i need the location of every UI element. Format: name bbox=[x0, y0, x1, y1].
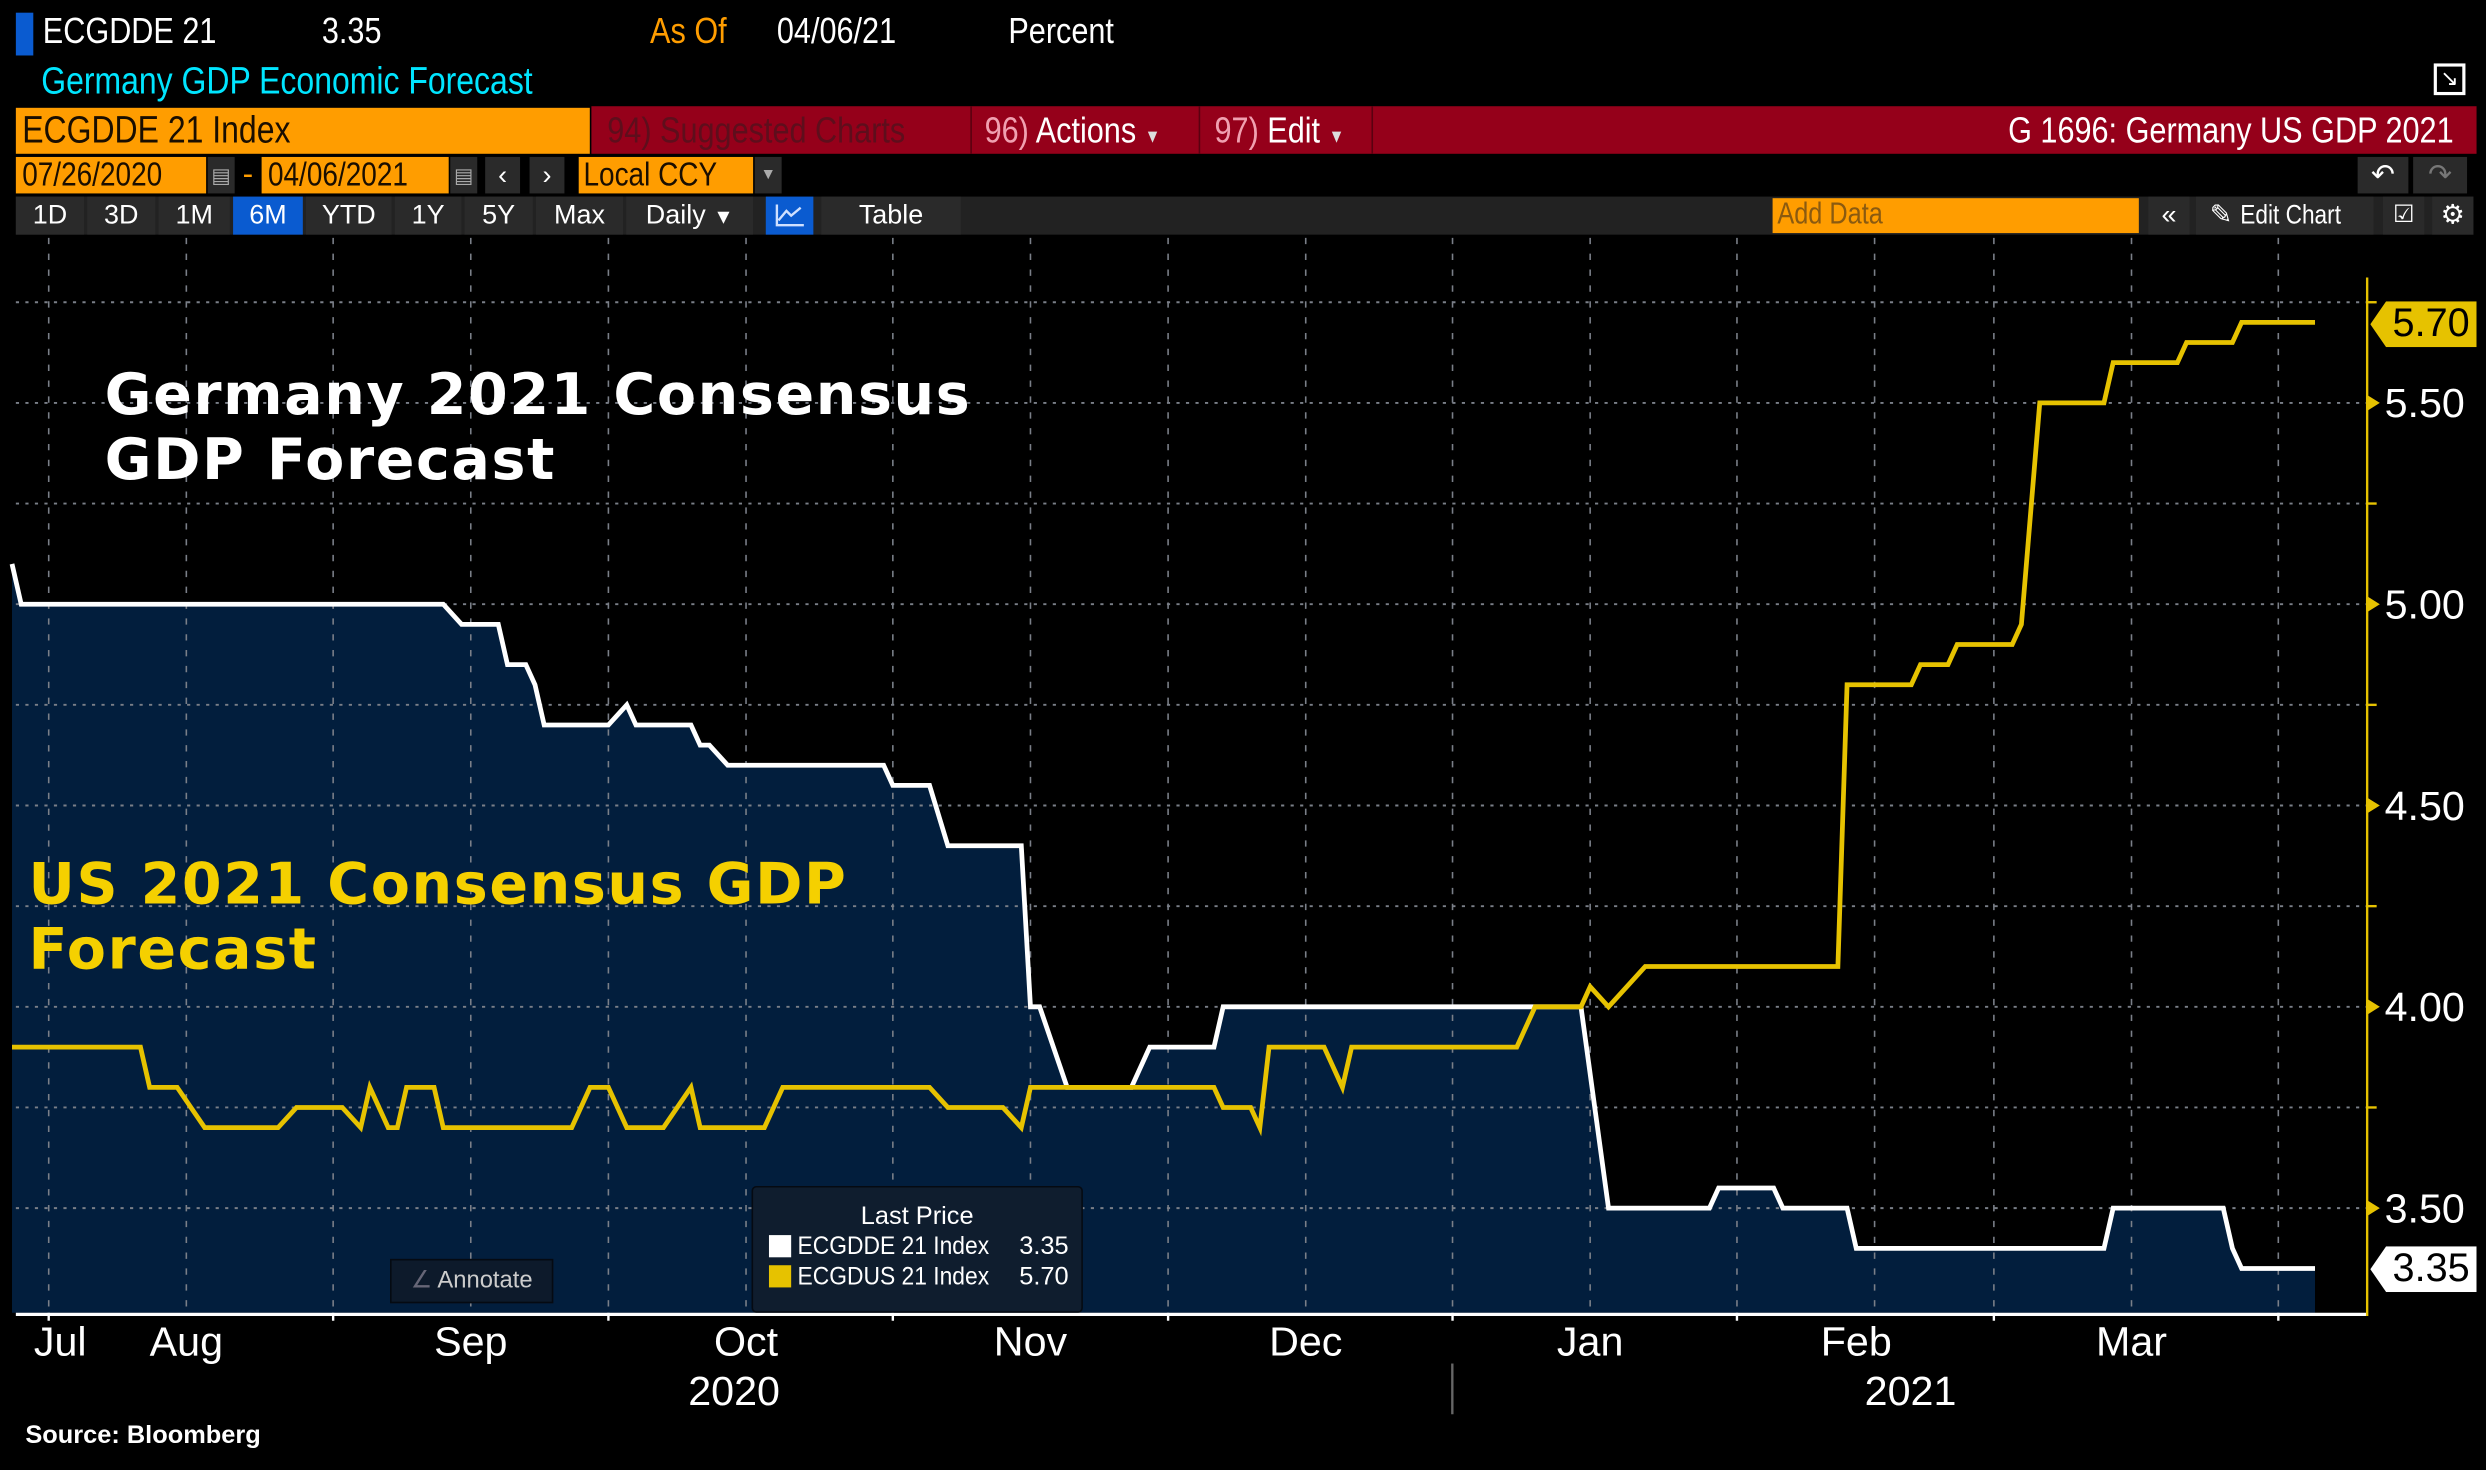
last-price-tag-germany: 3.35 bbox=[2370, 1246, 2477, 1293]
period-button-ytd[interactable]: YTD bbox=[306, 196, 392, 235]
us-forecast-line bbox=[12, 319, 2316, 1137]
germany-area-fill bbox=[12, 563, 2316, 1313]
x-year-label: 2020 bbox=[688, 1368, 780, 1414]
pencil-icon: ∠ bbox=[410, 1266, 433, 1294]
x-month-label: Feb bbox=[1821, 1319, 1892, 1365]
y-tick-label: 4.00 bbox=[2385, 984, 2465, 1030]
y-tick-marker bbox=[2367, 998, 2380, 1015]
settings-gear-icon[interactable]: ⚙ bbox=[2432, 196, 2474, 235]
x-month-label: Oct bbox=[714, 1319, 779, 1365]
legend-item-us[interactable]: ECGDUS 21 Index 5.70 bbox=[768, 1264, 1081, 1293]
collapse-icon[interactable]: « bbox=[2148, 196, 2190, 235]
y-tick-label: 4.50 bbox=[2385, 783, 2465, 829]
units-label: Percent bbox=[1008, 9, 1114, 51]
source-label: Source: Bloomberg bbox=[25, 1422, 261, 1450]
y-tick-marker bbox=[2367, 1200, 2380, 1217]
last-price-tag-us: 5.70 bbox=[2370, 301, 2477, 348]
period-button-3d[interactable]: 3D bbox=[87, 196, 156, 235]
ticker: ECGDDE 21 bbox=[42, 9, 217, 51]
legend-title: Last Price bbox=[860, 1203, 974, 1231]
suggested-charts-button[interactable]: 94) Suggested Charts bbox=[607, 109, 906, 151]
redo-icon[interactable]: ↷ bbox=[2413, 156, 2468, 194]
germany-forecast-line bbox=[9, 563, 2316, 1271]
as-of-date: 04/06/21 bbox=[776, 9, 897, 51]
calendar-icon[interactable]: ▤ bbox=[450, 156, 478, 194]
germany-annotation: Germany 2021 Consensus GDP Forecast bbox=[104, 363, 972, 494]
end-date-input[interactable]: 04/06/2021 bbox=[261, 156, 449, 194]
chevron-down-icon: ▼ bbox=[1328, 125, 1345, 148]
frequency-select[interactable]: Daily ▼ bbox=[626, 196, 754, 235]
security-description: Germany GDP Economic Forecast bbox=[41, 60, 533, 104]
x-month-label: Jul bbox=[34, 1319, 87, 1365]
y-tick-marker bbox=[2367, 797, 2380, 814]
period-button-1y[interactable]: 1Y bbox=[394, 196, 462, 235]
y-tick-label: 5.50 bbox=[2385, 380, 2465, 426]
x-month-label: Aug bbox=[150, 1319, 223, 1365]
edit-menu[interactable]: 97) Edit ▼ bbox=[1202, 106, 1374, 154]
last-value: 3.35 bbox=[321, 9, 382, 51]
previous-period-button[interactable]: ‹ bbox=[485, 156, 521, 194]
next-period-button[interactable]: › bbox=[529, 156, 565, 194]
x-month-label: Dec bbox=[1269, 1319, 1342, 1365]
x-month-label: Mar bbox=[2096, 1319, 2167, 1365]
chevron-down-icon: ▼ bbox=[713, 204, 734, 229]
period-button-6m[interactable]: 6M bbox=[233, 196, 303, 235]
chart-title: G 1696: Germany US GDP 2021 bbox=[2008, 109, 2455, 151]
add-data-input[interactable]: Add Data bbox=[1772, 198, 2139, 234]
security-marker bbox=[15, 12, 34, 56]
y-tick-label: 5.00 bbox=[2385, 581, 2465, 627]
edit-chart-button[interactable]: ✎ Edit Chart bbox=[2195, 196, 2374, 235]
line-chart-icon[interactable] bbox=[765, 196, 814, 235]
pencil-icon: ✎ bbox=[2209, 199, 2233, 230]
currency-dropdown-icon[interactable]: ▼ bbox=[754, 156, 782, 194]
period-button-1m[interactable]: 1M bbox=[158, 196, 230, 235]
period-button-1d[interactable]: 1D bbox=[15, 196, 85, 235]
line-chart-glyph bbox=[775, 204, 804, 227]
y-tick-marker bbox=[2367, 596, 2380, 613]
y-tick-marker bbox=[2367, 394, 2380, 411]
as-of-label: As Of bbox=[650, 9, 727, 51]
date-separator: - bbox=[242, 156, 254, 192]
x-year-label: 2021 bbox=[1865, 1368, 1957, 1414]
security-input[interactable]: ECGDDE 21 Index bbox=[15, 107, 590, 154]
pop-out-icon[interactable]: ↘ bbox=[2433, 63, 2466, 96]
period-button-5y[interactable]: 5Y bbox=[464, 196, 533, 235]
currency-select[interactable]: Local CCY bbox=[578, 156, 754, 194]
x-month-label: Sep bbox=[434, 1319, 507, 1365]
legend: Last Price ECGDDE 21 Index 3.35 ECGDUS 2… bbox=[751, 1185, 1083, 1313]
start-date-input[interactable]: 07/26/2020 bbox=[15, 156, 207, 194]
x-month-label: Nov bbox=[994, 1319, 1068, 1365]
edit-legend-icon[interactable]: ☑ bbox=[2383, 196, 2425, 235]
red-toolbar bbox=[591, 106, 2477, 154]
calendar-icon[interactable]: ▤ bbox=[207, 156, 235, 194]
legend-swatch bbox=[768, 1235, 792, 1258]
x-month-label: Jan bbox=[1557, 1319, 1623, 1365]
legend-item-germany[interactable]: ECGDDE 21 Index 3.35 bbox=[768, 1234, 1081, 1263]
us-annotation: US 2021 Consensus GDP Forecast bbox=[28, 852, 848, 984]
period-button-max[interactable]: Max bbox=[535, 196, 624, 235]
undo-icon[interactable]: ↶ bbox=[2357, 156, 2409, 194]
y-tick-label: 3.50 bbox=[2385, 1185, 2465, 1231]
annotate-button[interactable]: ∠ Annotate bbox=[390, 1258, 554, 1304]
chevron-down-icon: ▼ bbox=[1144, 125, 1161, 148]
legend-swatch bbox=[768, 1265, 792, 1288]
table-button[interactable]: Table bbox=[821, 196, 961, 235]
actions-menu[interactable]: 96) Actions ▼ bbox=[970, 106, 1201, 154]
